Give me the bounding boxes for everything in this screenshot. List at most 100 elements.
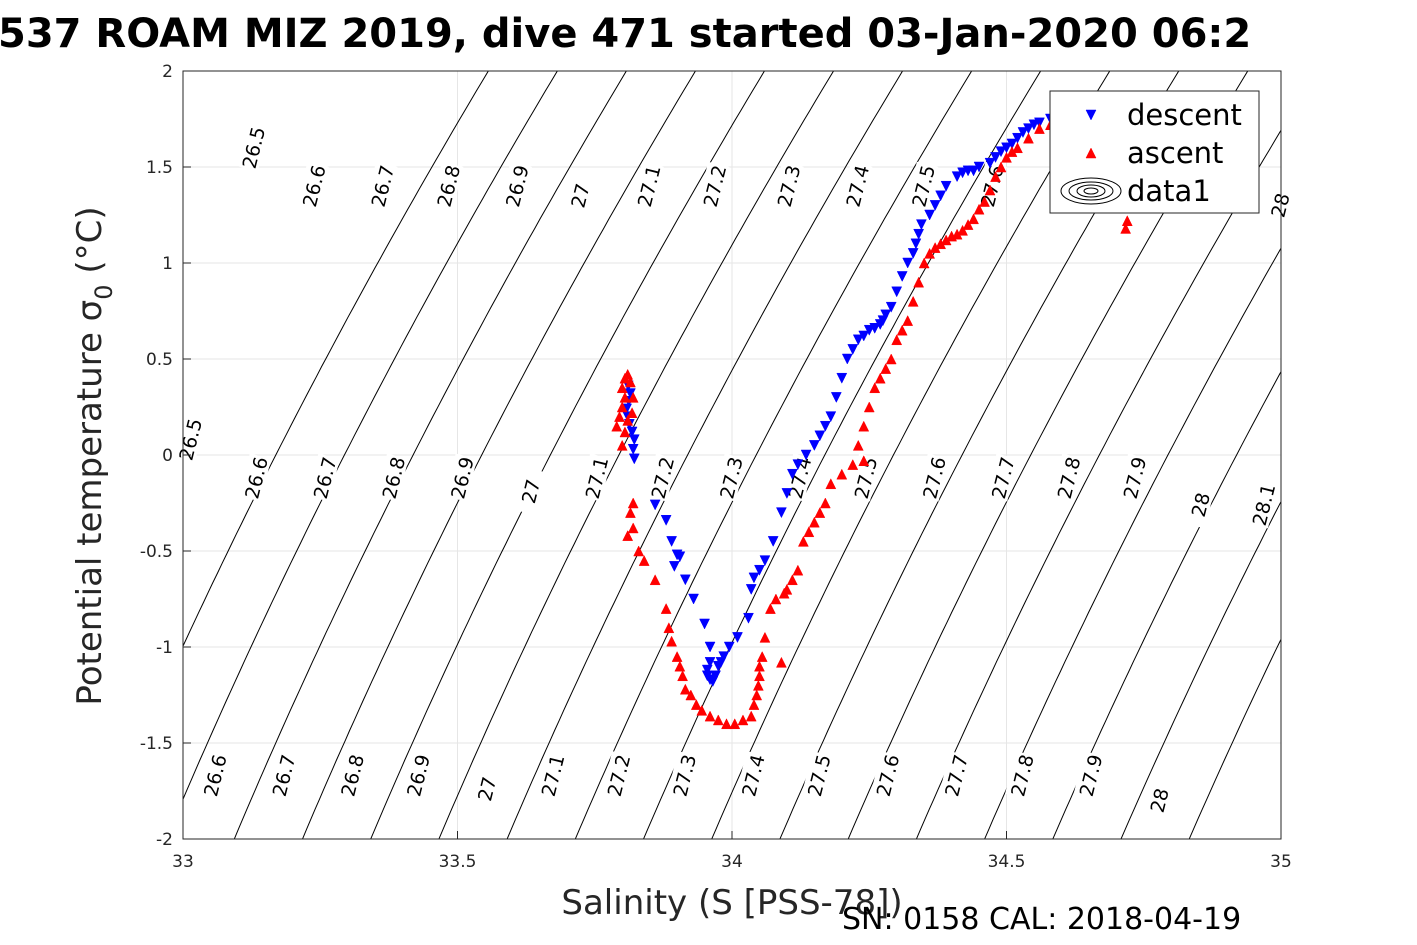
- ascent-point: [786, 574, 798, 586]
- x-tick-label: 33: [172, 852, 194, 872]
- contour-label-bg: [1246, 480, 1279, 529]
- descent-point: [847, 344, 859, 355]
- descent-point: [924, 209, 936, 221]
- descent-point: [754, 564, 765, 576]
- ascent-point: [677, 670, 688, 682]
- ascent-point: [752, 679, 764, 691]
- ascent-point: [896, 324, 908, 336]
- ascent-point: [902, 315, 914, 326]
- descent-point: [628, 434, 640, 446]
- density-contour-line: [1052, 370, 1281, 839]
- contour-label-bg: [906, 161, 939, 210]
- ascent-point: [685, 689, 697, 701]
- ascent-point: [924, 247, 936, 259]
- contour-label-bg: [667, 751, 700, 800]
- ascent-point: [792, 564, 804, 576]
- ascent-point: [712, 714, 724, 726]
- legend-contour-icon: [1060, 177, 1122, 205]
- chart-title: 537 ROAM MIZ 2019, dive 471 started 03-J…: [0, 11, 1251, 57]
- contour-labels: 26.526.6 26.7 26.8 26.9 27 27.1 27.2 27.3 27.4 27…: [173, 123, 1296, 825]
- contour-label-bg: [197, 751, 230, 800]
- descent-point: [710, 670, 721, 682]
- ascent-point: [891, 334, 903, 346]
- ascent-point: [819, 497, 831, 509]
- descent-point: [718, 651, 730, 663]
- density-contour-line: [183, 71, 558, 801]
- ascent-point: [638, 555, 650, 566]
- ascent-point: [765, 603, 776, 614]
- descent-point: [627, 443, 639, 455]
- ascent-point: [622, 414, 634, 426]
- ascent-point: [696, 704, 708, 716]
- descent-point: [1001, 142, 1012, 154]
- descent-point: [880, 309, 892, 321]
- ascent-point: [1085, 147, 1097, 159]
- descent-point: [800, 449, 812, 461]
- ascent-point: [745, 710, 757, 722]
- ascent-point: [751, 689, 763, 701]
- descent-point: [723, 641, 735, 653]
- y-tick-label: 2: [162, 62, 173, 82]
- descent-point: [995, 146, 1007, 158]
- x-tick-label: 35: [1270, 852, 1292, 872]
- contour-label-bg: [848, 453, 881, 502]
- descent-point: [869, 323, 881, 334]
- ascent-point: [690, 699, 702, 710]
- ascent-point: [957, 224, 968, 236]
- contour-label-bg: [601, 751, 634, 800]
- ascent-point: [852, 439, 864, 451]
- descent-point: [701, 664, 713, 676]
- descent-point: [858, 330, 870, 342]
- contour-label-bg: [631, 161, 664, 210]
- ascent-point: [614, 411, 625, 422]
- x-axis-ticks: 33 33.5 34 34.5 35: [172, 831, 1292, 872]
- ascent-point: [885, 353, 897, 365]
- y-axis-ticks: -2 -1.5 -1 -0.5 0 0.5 1 1.5 2: [140, 62, 191, 850]
- density-contour-line: [183, 71, 489, 648]
- contour-label-bg: [1117, 453, 1150, 502]
- contour-label-bg: [801, 751, 834, 800]
- ascent-point: [808, 516, 820, 528]
- contour-label-bg: [1073, 751, 1106, 800]
- ascent-point: [633, 545, 645, 557]
- y-tick-label: -1.5: [140, 734, 173, 754]
- descent-point: [745, 584, 757, 595]
- contour-label-bg: [870, 751, 903, 800]
- ascent-point: [666, 635, 678, 647]
- contour-label-bg: [771, 161, 804, 210]
- descent-point: [968, 165, 979, 177]
- descent-point: [902, 257, 914, 269]
- density-contour-line: [370, 71, 766, 839]
- ascent-point: [759, 631, 771, 643]
- ascent-point: [803, 526, 815, 538]
- descent-point: [704, 641, 716, 653]
- descent-point: [885, 301, 897, 313]
- descent-point: [704, 657, 716, 668]
- ascent-point: [674, 660, 686, 672]
- ascent-point: [625, 507, 636, 518]
- descent-point: [825, 411, 837, 423]
- descent-point: [649, 499, 661, 511]
- ascent-point: [1121, 215, 1133, 227]
- ascent-point: [858, 455, 870, 467]
- ascent-point: [770, 593, 782, 605]
- descent-point: [910, 238, 922, 250]
- contour-label-bg: [697, 161, 730, 210]
- density-contour-line: [438, 71, 835, 839]
- contour-label-bg: [1183, 480, 1216, 529]
- ascent-point: [858, 420, 870, 432]
- descent-point: [951, 171, 963, 183]
- ascent-point: [825, 478, 837, 490]
- descent-point: [748, 572, 760, 584]
- ascent-point: [616, 382, 628, 394]
- descent-point: [732, 632, 743, 643]
- ascent-series: [611, 113, 1133, 730]
- density-contour-line: [984, 247, 1281, 839]
- density-contour-line: [506, 71, 904, 839]
- density-contour-line: [711, 71, 1111, 839]
- legend: descent ascent data1: [1049, 90, 1260, 214]
- descent-point: [814, 430, 826, 442]
- contour-label-bg: [1263, 180, 1296, 229]
- ascent-point: [918, 257, 930, 269]
- descent-point: [935, 190, 947, 202]
